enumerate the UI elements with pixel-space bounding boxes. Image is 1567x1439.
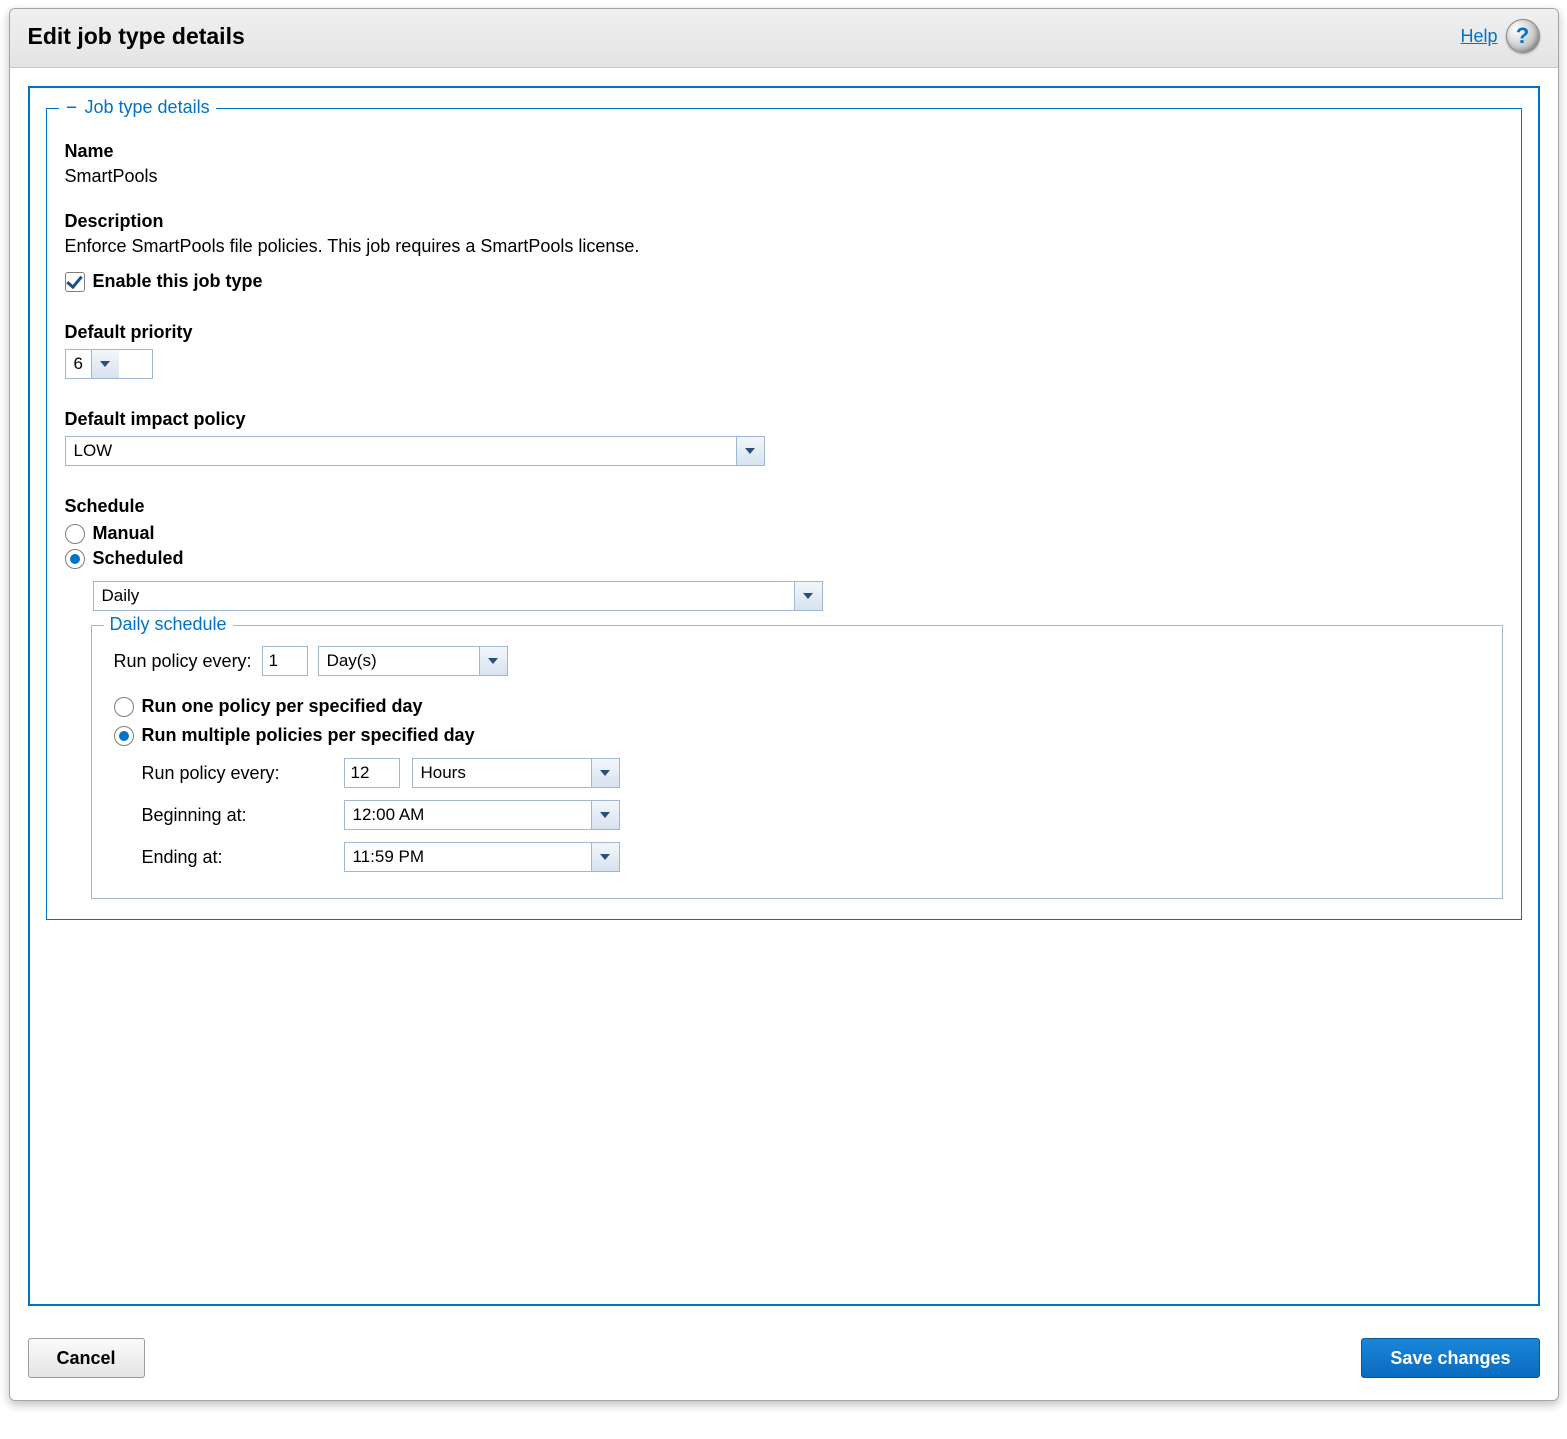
impact-select[interactable]: LOW [65, 436, 765, 466]
description-label: Description [65, 211, 1503, 232]
multi-run-every-unit: Hours [413, 759, 591, 787]
priority-select[interactable]: 6 [65, 349, 153, 379]
fieldset-legend-text: Job type details [85, 97, 210, 118]
policy-one-row: Run one policy per specified day [114, 696, 1480, 717]
help-icon[interactable]: ? [1506, 19, 1540, 53]
ending-label: Ending at: [142, 847, 332, 868]
policy-one-label: Run one policy per specified day [142, 696, 423, 717]
impact-value: LOW [66, 437, 736, 465]
daily-run-every-unit-select[interactable]: Day(s) [318, 646, 508, 676]
beginning-select[interactable]: 12:00 AM [344, 800, 620, 830]
save-changes-button[interactable]: Save changes [1361, 1338, 1539, 1378]
chevron-down-icon [91, 350, 119, 378]
dialog-title: Edit job type details [28, 23, 245, 50]
policy-multi-radio[interactable] [114, 726, 134, 746]
beginning-row: Beginning at: 12:00 AM [142, 800, 1480, 830]
job-type-details-fieldset: − Job type details Name SmartPools Descr… [46, 108, 1522, 920]
daily-schedule-fieldset: Daily schedule Run policy every: Day(s) [91, 625, 1503, 899]
multi-run-every-input[interactable] [344, 758, 400, 788]
daily-run-every-unit: Day(s) [319, 647, 479, 675]
impact-label: Default impact policy [65, 409, 1503, 430]
schedule-frequency-select[interactable]: Daily [93, 581, 823, 611]
help-link[interactable]: Help [1460, 26, 1497, 47]
description-value: Enforce SmartPools file policies. This j… [65, 236, 1503, 257]
schedule-manual-label: Manual [93, 523, 155, 544]
name-value: SmartPools [65, 166, 1503, 187]
schedule-scheduled-row: Scheduled [65, 548, 1503, 569]
schedule-manual-row: Manual [65, 523, 1503, 544]
chevron-down-icon [736, 437, 764, 465]
daily-run-every-label: Run policy every: [114, 651, 252, 672]
name-label: Name [65, 141, 1503, 162]
ending-select[interactable]: 11:59 PM [344, 842, 620, 872]
help-block: Help ? [1460, 19, 1539, 53]
beginning-value: 12:00 AM [345, 801, 591, 829]
chevron-down-icon [591, 801, 619, 829]
chevron-down-icon [479, 647, 507, 675]
policy-one-radio[interactable] [114, 697, 134, 717]
schedule-frequency-value: Daily [94, 582, 794, 610]
dialog-footer: Cancel Save changes [10, 1324, 1558, 1400]
enable-checkbox[interactable] [65, 272, 85, 292]
chevron-down-icon [794, 582, 822, 610]
cancel-button[interactable]: Cancel [28, 1338, 145, 1378]
fieldset-legend: − Job type details [59, 97, 216, 118]
dialog-header: Edit job type details Help ? [10, 9, 1558, 68]
priority-label: Default priority [65, 322, 1503, 343]
enable-label: Enable this job type [93, 271, 263, 292]
ending-value: 11:59 PM [345, 843, 591, 871]
policy-multi-label: Run multiple policies per specified day [142, 725, 475, 746]
collapse-icon[interactable]: − [65, 99, 79, 117]
schedule-manual-radio[interactable] [65, 524, 85, 544]
enable-row: Enable this job type [65, 271, 1503, 292]
chevron-down-icon [591, 759, 619, 787]
daily-legend: Daily schedule [104, 614, 233, 635]
schedule-label: Schedule [65, 496, 1503, 517]
schedule-scheduled-radio[interactable] [65, 549, 85, 569]
schedule-scheduled-label: Scheduled [93, 548, 184, 569]
multi-run-every-unit-select[interactable]: Hours [412, 758, 620, 788]
policy-multi-row: Run multiple policies per specified day [114, 725, 1480, 746]
daily-run-every-row: Run policy every: Day(s) [114, 646, 1480, 676]
multi-run-every-label: Run policy every: [142, 763, 332, 784]
chevron-down-icon [591, 843, 619, 871]
content-panel: − Job type details Name SmartPools Descr… [28, 86, 1540, 1306]
dialog-body: − Job type details Name SmartPools Descr… [10, 68, 1558, 1324]
beginning-label: Beginning at: [142, 805, 332, 826]
daily-run-every-input[interactable] [262, 646, 308, 676]
multi-run-every-row: Run policy every: Hours [142, 758, 1480, 788]
priority-value: 6 [66, 350, 91, 378]
edit-job-type-dialog: Edit job type details Help ? − Job type … [9, 8, 1559, 1401]
ending-row: Ending at: 11:59 PM [142, 842, 1480, 872]
